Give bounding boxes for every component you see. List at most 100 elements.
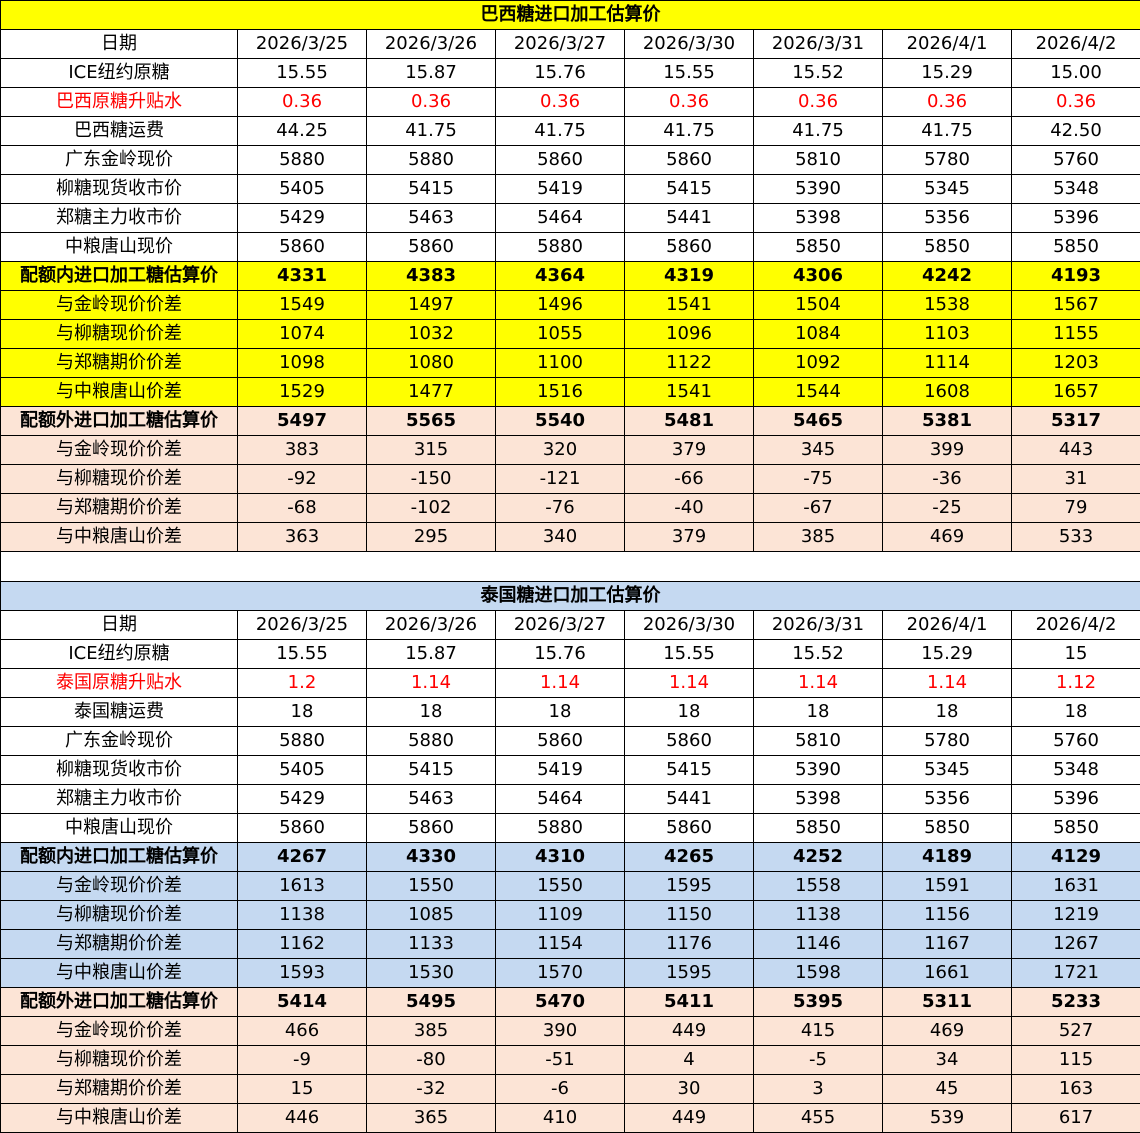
value-cell: 5441 — [625, 785, 754, 814]
date-header-cell: 2026/3/26 — [367, 30, 496, 59]
date-header-cell: 2026/3/30 — [625, 611, 754, 640]
value-cell: 5880 — [238, 727, 367, 756]
row-label: 广东金岭现价 — [1, 146, 238, 175]
value-cell: 446 — [238, 1104, 367, 1133]
value-cell: 5396 — [1012, 785, 1140, 814]
value-cell: 18 — [238, 698, 367, 727]
value-cell: 5464 — [496, 785, 625, 814]
value-cell: 4319 — [625, 262, 754, 291]
value-cell: 5760 — [1012, 146, 1140, 175]
value-cell: 41.75 — [625, 117, 754, 146]
value-cell: -67 — [754, 494, 883, 523]
value-cell: 41.75 — [883, 117, 1012, 146]
value-cell: 1477 — [367, 378, 496, 407]
value-cell: 443 — [1012, 436, 1140, 465]
value-cell: 31 — [1012, 465, 1140, 494]
value-cell: -80 — [367, 1046, 496, 1075]
value-cell: 5860 — [625, 727, 754, 756]
value-cell: 1631 — [1012, 872, 1140, 901]
value-cell: 5233 — [1012, 988, 1140, 1017]
row-label: 与郑糖期价价差 — [1, 494, 238, 523]
value-cell: 4267 — [238, 843, 367, 872]
value-cell: 0.36 — [1012, 88, 1140, 117]
value-cell: 1721 — [1012, 959, 1140, 988]
value-cell: 5429 — [238, 204, 367, 233]
value-cell: 4129 — [1012, 843, 1140, 872]
value-cell: 18 — [367, 698, 496, 727]
date-header-cell: 2026/3/26 — [367, 611, 496, 640]
value-cell: -102 — [367, 494, 496, 523]
value-cell: 5850 — [883, 233, 1012, 262]
value-cell: 1100 — [496, 349, 625, 378]
value-cell: 5415 — [625, 756, 754, 785]
table-title: 巴西糖进口加工估算价 — [1, 1, 1140, 30]
value-cell: 1162 — [238, 930, 367, 959]
value-cell: 1092 — [754, 349, 883, 378]
value-cell: 345 — [754, 436, 883, 465]
value-cell: 1032 — [367, 320, 496, 349]
value-cell: 469 — [883, 523, 1012, 552]
value-cell: 42.50 — [1012, 117, 1140, 146]
value-cell: 18 — [625, 698, 754, 727]
value-cell: 5860 — [496, 727, 625, 756]
date-header-cell: 2026/3/27 — [496, 611, 625, 640]
value-cell: -66 — [625, 465, 754, 494]
value-cell: 41.75 — [754, 117, 883, 146]
value-cell: 5381 — [883, 407, 1012, 436]
value-cell: 5464 — [496, 204, 625, 233]
value-cell: 385 — [367, 1017, 496, 1046]
value-cell: 617 — [1012, 1104, 1140, 1133]
value-cell: 5463 — [367, 785, 496, 814]
value-cell: 1567 — [1012, 291, 1140, 320]
value-cell: 379 — [625, 523, 754, 552]
value-cell: 5780 — [883, 727, 1012, 756]
value-cell: 15.55 — [238, 640, 367, 669]
row-label: 巴西原糖升贴水 — [1, 88, 238, 117]
value-cell: -75 — [754, 465, 883, 494]
value-cell: 1138 — [238, 901, 367, 930]
value-cell: 1155 — [1012, 320, 1140, 349]
value-cell: 1549 — [238, 291, 367, 320]
date-header-cell: 2026/4/1 — [883, 611, 1012, 640]
value-cell: 1538 — [883, 291, 1012, 320]
value-cell: 5880 — [496, 814, 625, 843]
value-cell: 390 — [496, 1017, 625, 1046]
value-cell: 5345 — [883, 756, 1012, 785]
value-cell: 5481 — [625, 407, 754, 436]
value-cell: 295 — [367, 523, 496, 552]
value-cell: 5850 — [754, 233, 883, 262]
value-cell: 1074 — [238, 320, 367, 349]
value-cell: 1593 — [238, 959, 367, 988]
value-cell: 5411 — [625, 988, 754, 1017]
value-cell: -51 — [496, 1046, 625, 1075]
value-cell: 379 — [625, 436, 754, 465]
value-cell: 1550 — [367, 872, 496, 901]
row-label: 泰国糖运费 — [1, 698, 238, 727]
row-label: 与柳糖现价价差 — [1, 320, 238, 349]
value-cell: 5419 — [496, 756, 625, 785]
value-cell: 5465 — [754, 407, 883, 436]
value-cell: 1541 — [625, 378, 754, 407]
value-cell: 0.36 — [367, 88, 496, 117]
value-cell: 449 — [625, 1104, 754, 1133]
row-label: 与金岭现价价差 — [1, 872, 238, 901]
value-cell: 15.87 — [367, 640, 496, 669]
value-cell: 5415 — [367, 175, 496, 204]
value-cell: 44.25 — [238, 117, 367, 146]
value-cell: 5405 — [238, 756, 367, 785]
value-cell: -9 — [238, 1046, 367, 1075]
value-cell: 1598 — [754, 959, 883, 988]
